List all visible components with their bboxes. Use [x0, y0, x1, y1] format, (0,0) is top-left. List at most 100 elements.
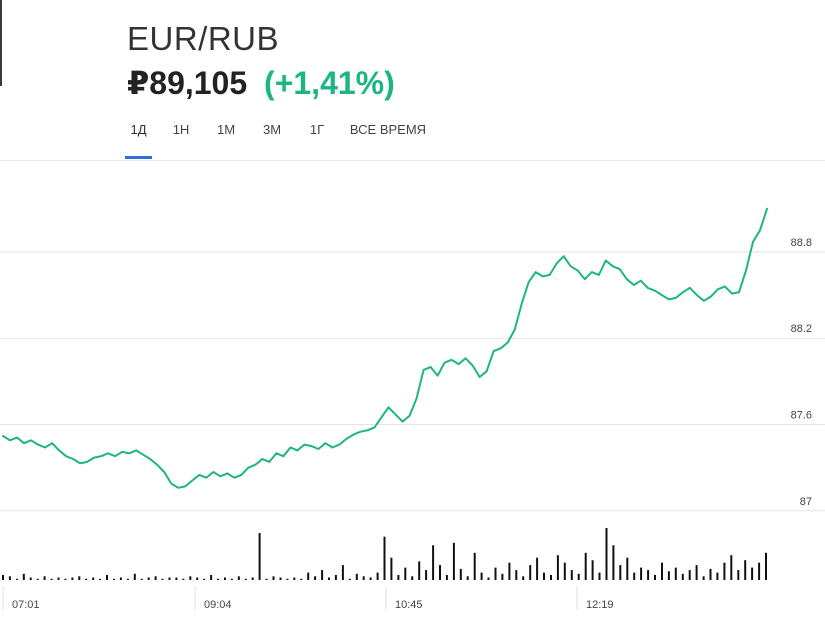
volume-bar: [272, 576, 275, 580]
volume-bar: [362, 576, 365, 580]
price-chart[interactable]: 88.8 88.2 87.6 87 07:01 09:04 10:45 12:19: [0, 160, 825, 631]
volume-bar: [480, 572, 483, 580]
y-tick-label: 87.6: [791, 410, 812, 422]
tab-all-time[interactable]: ВСЕ ВРЕМЯ: [349, 122, 427, 137]
volume-bar: [286, 578, 289, 580]
volume-bar: [224, 577, 226, 580]
volume-bar: [605, 528, 608, 580]
volume-bar: [667, 571, 670, 580]
volume-bar: [737, 570, 740, 580]
volume-bar: [723, 562, 726, 580]
volume-bar: [543, 572, 545, 580]
x-tick-label: 09:04: [204, 599, 232, 611]
volume-bar: [390, 557, 393, 580]
volume-bar: [577, 573, 580, 580]
volume-bar: [640, 567, 643, 580]
volume-bar: [536, 557, 539, 580]
y-tick-label: 88.8: [791, 237, 812, 249]
volume-bar: [647, 570, 650, 580]
volume-bar: [230, 578, 233, 580]
volume-bar: [758, 562, 761, 580]
volume-bar: [411, 576, 414, 580]
volume-bar: [244, 578, 247, 580]
volume-bar: [654, 575, 656, 580]
x-tick-label: 07:01: [12, 599, 40, 611]
price-row: ₽89,105 (+1,41%): [127, 64, 395, 102]
volume-bar: [591, 560, 594, 580]
x-tick-label: 12:19: [586, 599, 614, 611]
volume-bar: [515, 570, 518, 580]
volume-bar: [175, 577, 178, 580]
volume-bar: [529, 565, 532, 580]
volume-bar: [279, 577, 282, 580]
volume-bar: [452, 542, 455, 580]
volume-bar: [522, 576, 525, 580]
volume-bar: [265, 578, 268, 580]
volume-bar: [383, 536, 386, 580]
volume-bar: [487, 577, 490, 580]
volume-bar: [182, 578, 185, 580]
volume-bar: [765, 552, 767, 580]
volume-bar: [189, 576, 192, 580]
volume-bar: [550, 575, 552, 580]
volume-bar: [314, 576, 317, 580]
volume-bar: [161, 578, 164, 580]
volume-bar: [716, 572, 719, 580]
tabs-divider: [0, 160, 825, 161]
active-tab-indicator: [125, 156, 152, 159]
volume-bar: [674, 567, 677, 580]
x-axis-ticks: 07:01 09:04 10:45 12:19: [2, 586, 614, 611]
volume-bar: [709, 568, 712, 580]
y-tick-label: 88.2: [791, 323, 812, 335]
tab-3m[interactable]: 3М: [262, 122, 282, 137]
volume-bar: [432, 545, 435, 580]
volume-bar: [147, 577, 150, 580]
volume-bar: [439, 565, 441, 580]
volume-bar: [494, 567, 497, 580]
volume-bar: [501, 573, 504, 580]
volume-bar: [15, 578, 18, 580]
volume-bar: [300, 578, 303, 580]
volume-bar: [22, 573, 25, 580]
volume-bar: [459, 568, 462, 580]
volume-bars: [2, 528, 767, 580]
volume-bar: [355, 573, 358, 580]
volume-bar: [154, 576, 157, 580]
volume-bar: [29, 577, 32, 580]
price-change-percent: (+1,41%): [264, 65, 395, 101]
price-series-line: [2, 207, 768, 489]
y-tick-label: 87: [800, 496, 812, 508]
tab-1m[interactable]: 1М: [216, 122, 236, 137]
volume-bar: [744, 560, 747, 580]
volume-bar: [119, 577, 122, 580]
volume-bar: [730, 555, 733, 580]
tab-1d[interactable]: 1Д: [130, 122, 147, 137]
volume-bar: [397, 575, 400, 580]
volume-bar: [702, 576, 705, 580]
volume-bar: [508, 562, 511, 580]
volume-bar: [376, 572, 379, 580]
volume-bar: [619, 565, 622, 580]
volume-bar: [210, 575, 213, 580]
volume-bar: [168, 577, 171, 580]
volume-bar: [341, 565, 344, 580]
volume-bar: [334, 575, 337, 580]
volume-bar: [2, 575, 4, 580]
volume-bar: [584, 552, 587, 580]
volume-bar: [85, 578, 88, 580]
volume-bar: [369, 577, 372, 580]
volume-bar: [688, 570, 691, 580]
tab-1w[interactable]: 1Н: [172, 122, 190, 137]
volume-bar: [43, 576, 46, 580]
volume-bar: [140, 578, 143, 580]
volume-bar: [8, 576, 11, 580]
volume-bar: [633, 572, 636, 580]
current-price: ₽89,105: [127, 65, 248, 101]
volume-bar: [445, 575, 448, 580]
volume-bar: [473, 552, 476, 580]
volume-bar: [681, 573, 684, 580]
volume-bar: [99, 578, 102, 580]
volume-bar: [251, 577, 254, 580]
y-axis-ticks: 88.8 88.2 87.6 87: [791, 237, 812, 508]
tab-1y[interactable]: 1Г: [309, 122, 325, 137]
